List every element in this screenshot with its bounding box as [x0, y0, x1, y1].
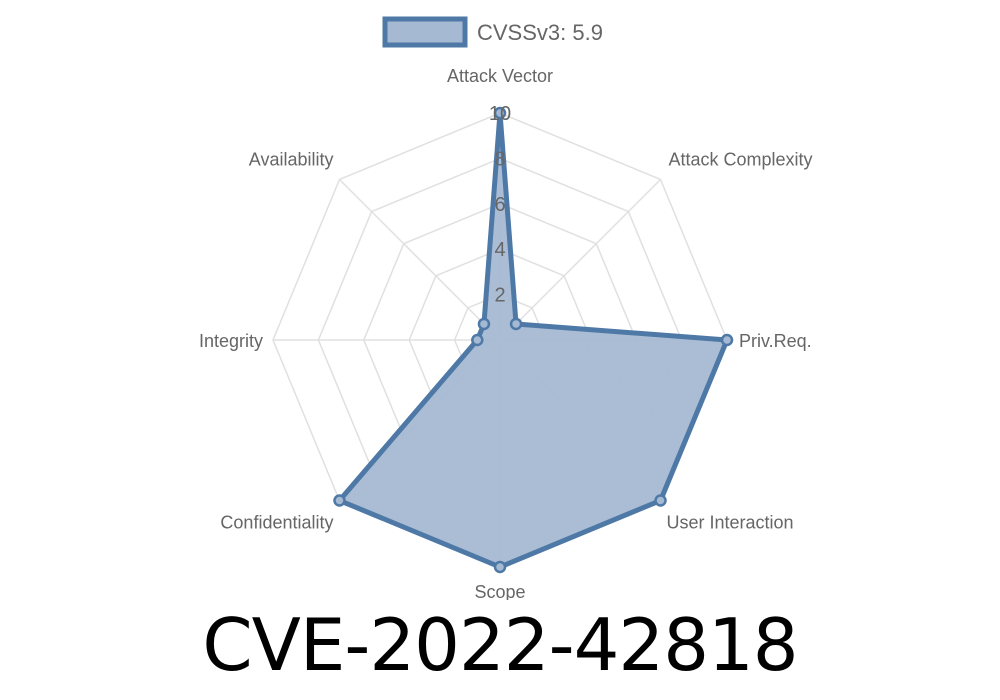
data-point-availability[interactable] — [477, 317, 491, 331]
axis-label: Availability — [249, 149, 334, 169]
data-point-attack-complexity[interactable] — [509, 317, 523, 331]
axis-label: Attack Complexity — [669, 149, 813, 169]
axis-line — [499, 178, 662, 341]
data-point-priv-req-[interactable] — [720, 333, 734, 347]
tick-label: 4 — [494, 239, 505, 261]
legend-label: CVSSv3: 5.9 — [477, 20, 603, 45]
tick-label: 2 — [494, 285, 505, 307]
axis-label: Integrity — [199, 331, 263, 351]
radar-chart: 2 4 6 8 10 Attack Vector Attack Complexity Pri… — [199, 16, 813, 600]
data-point-integrity[interactable] — [471, 333, 484, 347]
data-point-scope[interactable] — [493, 560, 507, 574]
axis-label: Priv.Req. — [739, 331, 812, 351]
axis-label: Scope — [474, 582, 525, 600]
axis-line — [338, 178, 501, 341]
data-point-attack-vector[interactable] — [493, 106, 507, 120]
axis-label: Confidentiality — [220, 513, 333, 533]
legend-swatch — [382, 16, 468, 48]
legend[interactable]: CVSSv3: 5.9 — [382, 16, 603, 48]
cve-title: CVE-2022-42818 — [202, 603, 798, 687]
tick-label: 6 — [494, 194, 505, 216]
tick-label: 10 — [489, 103, 511, 125]
data-point-user-interaction[interactable] — [654, 494, 667, 507]
data-point-confidentiality[interactable] — [333, 494, 346, 507]
axis-label: User Interaction — [667, 513, 794, 533]
tick-label: 8 — [494, 148, 505, 170]
axis-label: Attack Vector — [447, 66, 553, 86]
